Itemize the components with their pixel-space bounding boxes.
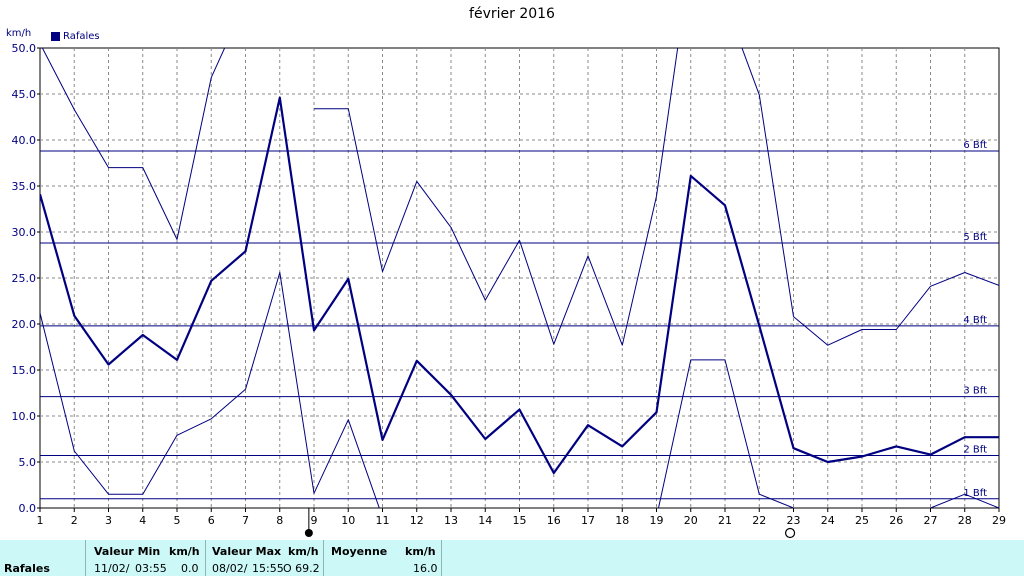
x-tick-label: 15 <box>513 514 527 527</box>
beaufort-label: 5 Bft <box>963 232 987 243</box>
stats-panel: Rafales Valeur Min km/h 11/02/ 03:55 0.0… <box>0 540 1024 576</box>
y-tick-label: 0.0 <box>19 502 37 515</box>
x-tick-label: 20 <box>684 514 698 527</box>
max-value: O 69.2 <box>283 562 320 575</box>
series-group <box>40 48 999 508</box>
x-tick-label: 9 <box>311 514 318 527</box>
min-date: 11/02/ <box>94 562 130 575</box>
stats-separator <box>441 540 442 576</box>
x-tick-label: 4 <box>139 514 146 527</box>
min-time: 03:55 <box>135 562 167 575</box>
min-value: 0.0 <box>181 562 199 575</box>
beaufort-label: 4 Bft <box>963 315 987 326</box>
x-tick-label: 19 <box>650 514 664 527</box>
stats-separator <box>323 540 324 576</box>
y-tick-label: 30.0 <box>12 226 37 239</box>
min-marker-circle <box>784 527 796 539</box>
beaufort-label: 2 Bft <box>963 445 987 456</box>
x-tick-label: 23 <box>787 514 801 527</box>
x-tick-label: 17 <box>581 514 595 527</box>
x-tick-label: 11 <box>376 514 390 527</box>
stats-separator <box>205 540 206 576</box>
x-tick-label: 27 <box>924 514 938 527</box>
x-tick-label: 18 <box>615 514 629 527</box>
x-tick-label: 26 <box>889 514 903 527</box>
x-tick-label: 25 <box>855 514 869 527</box>
x-tick-label: 7 <box>242 514 249 527</box>
x-tick-label: 16 <box>547 514 561 527</box>
x-tick-label: 22 <box>752 514 766 527</box>
wind-gust-chart: 1 2 3 4 5 6 7 8 9 10 11 12 13 14 15 16 17 18 19 20 21 22 23 24 2… <box>12 42 1006 539</box>
chart-title: février 2016 <box>469 6 555 22</box>
x-tick-label: 21 <box>718 514 732 527</box>
x-tick-label: 28 <box>958 514 972 527</box>
y-tick-label: 10.0 <box>12 410 37 423</box>
x-tick-label: 2 <box>71 514 78 527</box>
max-header: Valeur Max <box>212 545 282 558</box>
max-unit: km/h <box>288 545 319 558</box>
y-tick-label: 40.0 <box>12 134 37 147</box>
min-header: Valeur Min <box>94 545 161 558</box>
x-tick-label: 24 <box>821 514 835 527</box>
stats-separator <box>85 540 86 576</box>
beaufort-label: 1 Bft <box>963 488 987 499</box>
x-tick-label: 8 <box>276 514 283 527</box>
x-tick-label: 14 <box>478 514 492 527</box>
series-line-max <box>41 48 999 346</box>
y-tick-label: 25.0 <box>12 272 37 285</box>
y-tick-label: 50.0 <box>12 42 37 55</box>
avg-value: 16.0 <box>413 562 438 575</box>
stats-row-label: Rafales <box>4 562 50 575</box>
x-tick-label: 5 <box>174 514 181 527</box>
series-line-min <box>40 272 999 508</box>
y-tick-label: 45.0 <box>12 88 37 101</box>
y-tick-label: 15.0 <box>12 364 37 377</box>
y-tick-label: 20.0 <box>12 318 37 331</box>
legend-swatch <box>51 32 60 41</box>
series-line-mean <box>40 96 999 475</box>
x-tick-label: 13 <box>444 514 458 527</box>
max-date: 08/02/ <box>212 562 248 575</box>
x-tick-label: 29 <box>992 514 1006 527</box>
max-marker-dot <box>304 529 313 537</box>
beaufort-label: 6 Bft <box>963 140 987 151</box>
beaufort-label: 3 Bft <box>963 386 987 397</box>
x-tick-label: 10 <box>341 514 355 527</box>
y-tick-label: 35.0 <box>12 180 37 193</box>
x-tick-label: 12 <box>410 514 424 527</box>
avg-unit: km/h <box>405 545 436 558</box>
x-tick-label: 1 <box>37 514 44 527</box>
min-unit: km/h <box>169 545 200 558</box>
x-tick-label: 3 <box>105 514 112 527</box>
max-time: 15:55 <box>252 562 284 575</box>
legend-label: Rafales <box>63 31 100 42</box>
y-axis-unit: km/h <box>6 28 32 39</box>
avg-header: Moyenne <box>331 545 388 558</box>
y-tick-label: 5.0 <box>19 456 37 469</box>
x-tick-label: 6 <box>208 514 215 527</box>
